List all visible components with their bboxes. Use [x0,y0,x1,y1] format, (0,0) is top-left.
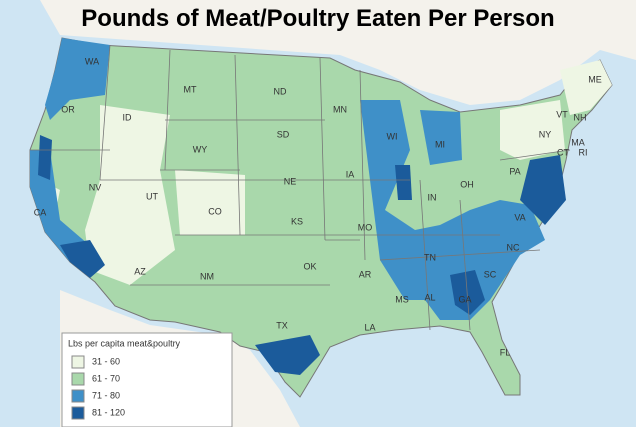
state-label: OH [460,179,474,189]
state-label: AZ [134,266,146,276]
state-label: NE [284,176,297,186]
state-label: NC [507,242,520,252]
state-label: MA [571,137,585,147]
state-label: CA [34,207,47,217]
state-label: MN [333,104,347,114]
legend-label: 61 - 70 [92,373,120,383]
state-label: GA [458,294,471,304]
region [500,100,565,160]
title: Pounds of Meat/Poultry Eaten Per Person [81,5,554,32]
state-label: ID [123,112,133,122]
region [175,170,245,235]
state-label: WY [193,144,208,154]
state-label: TX [276,320,288,330]
region [360,100,545,320]
legend-title: Lbs per capita meat&poultry [68,338,181,348]
region [520,155,566,225]
state-label: VA [514,212,525,222]
state-label: FL [500,347,511,357]
state-label: ME [588,74,602,84]
region [395,165,412,200]
legend-swatch [71,355,85,369]
legend-label: 31 - 60 [92,356,120,366]
state-label: VT [556,109,568,119]
state-label: UT [146,191,158,201]
legend-label: 81 - 120 [92,407,125,417]
state-label: OK [303,261,316,271]
legend: Lbs per capita meat&poultry 31 - 60 61 - … [61,332,233,427]
state-label: AR [359,269,372,279]
region [560,60,612,115]
region [420,110,462,165]
region [45,38,110,120]
border [30,44,571,331]
legend-swatch [71,389,85,403]
state-label: TN [424,252,436,262]
region [255,335,320,375]
legend-label: 71 - 80 [92,390,120,400]
state-label: NH [574,112,587,122]
region [38,135,52,180]
state-label: MT [184,84,197,94]
legend-box [61,332,233,427]
state-label: WA [85,56,99,66]
state-label: CT [557,147,569,157]
legend-items: 31 - 60 61 - 70 71 - 80 81 - 120 [71,355,125,420]
state-label: SD [277,129,290,139]
region [60,240,105,278]
state-label: IA [346,169,355,179]
state-label: NY [539,129,552,139]
state-label: PA [509,166,520,176]
legend-swatch [71,372,85,386]
state-label: NM [200,271,214,281]
state-label: MO [358,222,373,232]
state-label: RI [579,147,588,157]
state-label: OR [61,104,75,114]
state-label: KS [291,216,303,226]
state-label: MS [395,294,409,304]
legend-swatch [71,406,85,420]
state-label: ND [274,86,287,96]
state-label: AL [424,292,435,302]
canada [0,0,636,105]
state-label: WI [387,131,398,141]
dark-regions [38,135,566,375]
state-label: IN [428,192,437,202]
state-label: MI [435,139,445,149]
state-label: SC [484,269,497,279]
state-label: NV [89,182,102,192]
state-label: LA [364,322,375,332]
state-label: CO [208,206,222,216]
state-borders [30,44,571,331]
